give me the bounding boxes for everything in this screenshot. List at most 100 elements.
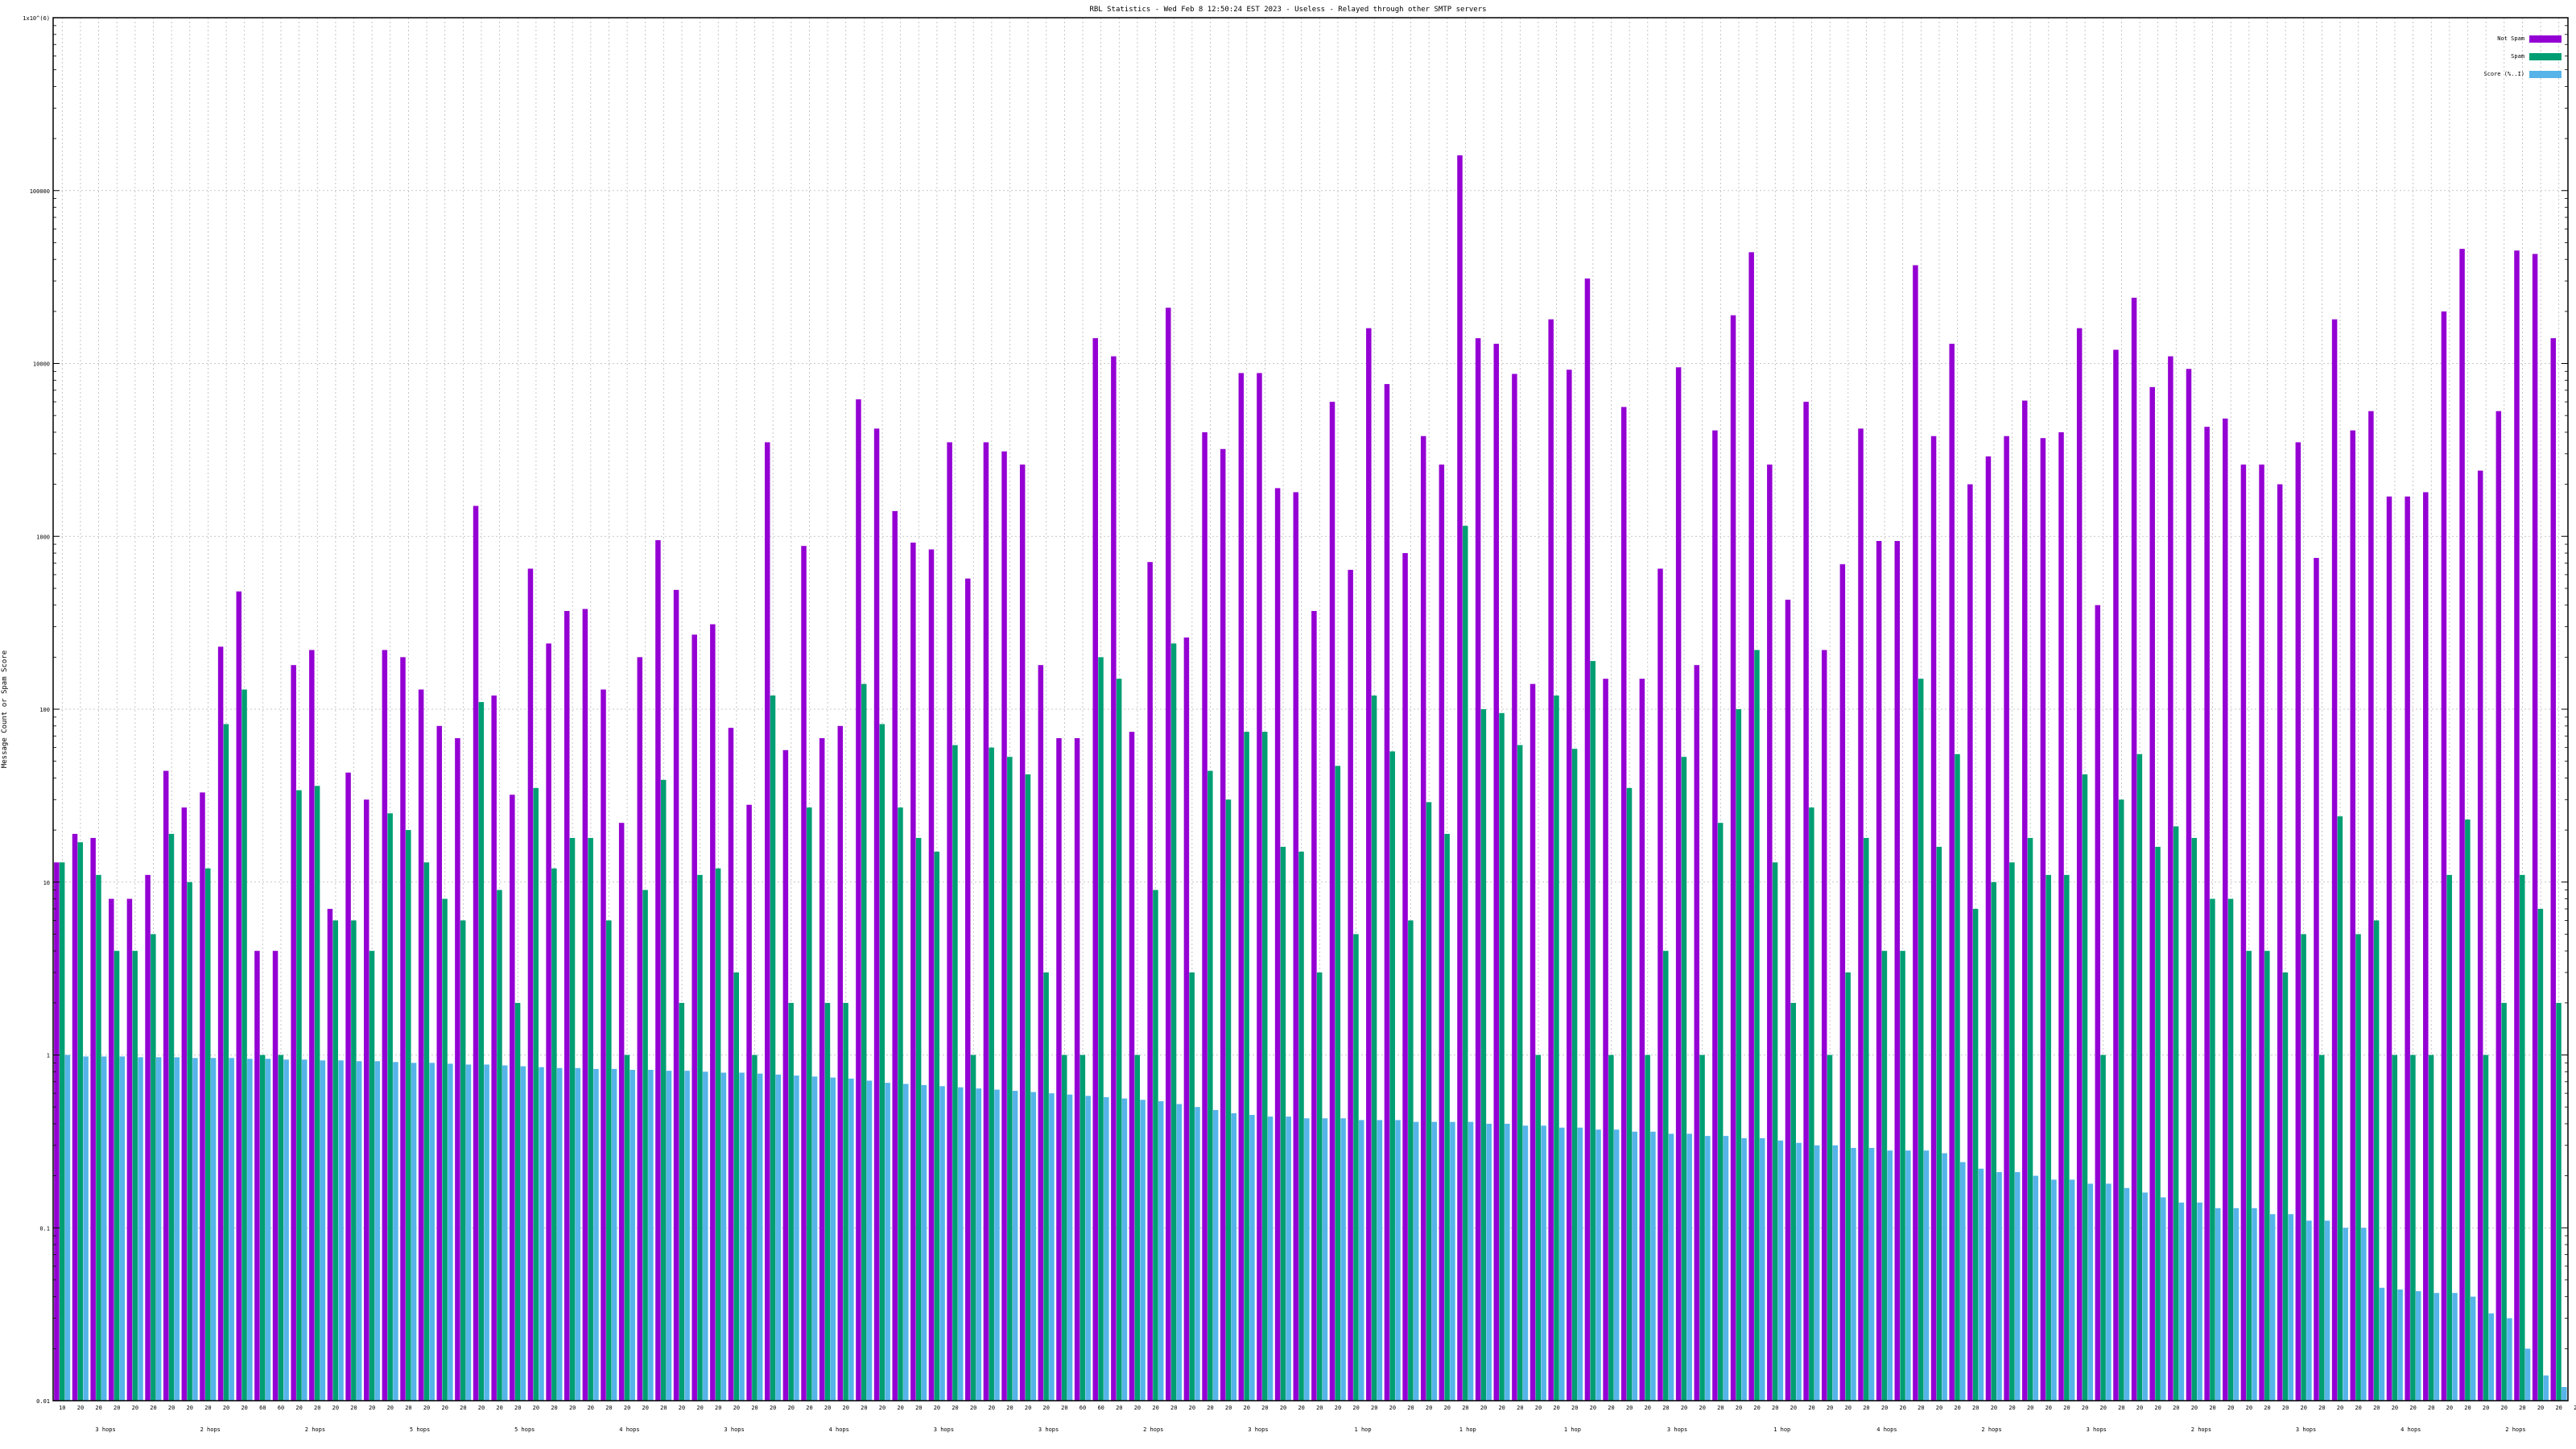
bar-score xyxy=(1887,1150,1893,1401)
bar-not-spam xyxy=(2095,605,2101,1401)
bar-not-spam xyxy=(2131,297,2137,1402)
x-tick-label: 60 xyxy=(1097,1405,1104,1411)
bar-spam xyxy=(2191,837,2198,1401)
bar-spam xyxy=(2173,826,2179,1401)
x-tick-label: 20 xyxy=(1316,1405,1323,1411)
bar-spam xyxy=(1571,749,1578,1401)
bar-score xyxy=(1140,1100,1146,1401)
bar-score xyxy=(1395,1120,1401,1401)
x-tick-label: 20 xyxy=(1061,1405,1067,1411)
bar-spam xyxy=(2264,951,2270,1401)
bar-not-spam xyxy=(2477,470,2483,1401)
bar-spam xyxy=(1353,934,1359,1401)
bar-not-spam xyxy=(382,650,388,1401)
bar-score xyxy=(2306,1220,2312,1401)
bar-spam xyxy=(1918,679,1924,1401)
bar-spam xyxy=(2446,874,2452,1401)
bar-score xyxy=(994,1089,1000,1401)
bar-not-spam xyxy=(272,951,279,1401)
x-tick-label: 20 xyxy=(1972,1405,1979,1411)
x-tick-label: 20 xyxy=(2555,1405,2562,1411)
bar-not-spam xyxy=(1530,683,1536,1401)
x-tick-label: 20 xyxy=(1681,1405,1687,1411)
bar-not-spam xyxy=(1129,732,1135,1401)
bar-not-spam xyxy=(1439,464,1445,1401)
bar-score xyxy=(1522,1125,1529,1401)
bar-not-spam xyxy=(1183,637,1190,1401)
bar-not-spam xyxy=(728,728,734,1401)
x-tick-label: 20 xyxy=(95,1405,101,1411)
bar-spam xyxy=(442,898,448,1401)
legend-label: Not Spam xyxy=(2497,35,2524,42)
bar-not-spam xyxy=(400,657,406,1401)
bar-not-spam xyxy=(1202,431,1208,1401)
bar-not-spam xyxy=(1366,328,1372,1401)
bar-spam xyxy=(624,1055,630,1401)
bar-spam xyxy=(1790,1002,1796,1401)
bar-not-spam xyxy=(1712,430,1718,1401)
bar-not-spam xyxy=(837,725,844,1401)
bar-spam xyxy=(2537,909,2544,1401)
x-tick-label: 20 xyxy=(1335,1405,1341,1411)
x-group-label: 1 hop xyxy=(1564,1426,1581,1433)
bar-score xyxy=(1741,1137,1747,1401)
bar-score xyxy=(830,1077,836,1401)
bar-not-spam xyxy=(746,804,752,1401)
x-tick-label: 20 xyxy=(952,1405,958,1411)
bar-not-spam xyxy=(2204,427,2210,1401)
bar-not-spam xyxy=(1420,436,1426,1401)
bar-spam xyxy=(989,747,994,1401)
bar-spam xyxy=(2337,816,2343,1401)
bar-not-spam xyxy=(1548,319,1554,1402)
bar-spam xyxy=(1900,951,1905,1401)
bar-spam xyxy=(2136,753,2143,1401)
bar-score xyxy=(2252,1208,2257,1401)
x-tick-label: 20 xyxy=(1626,1405,1633,1411)
bar-score xyxy=(1176,1104,1183,1401)
bar-score xyxy=(648,1070,654,1401)
x-group-label: 2 hops xyxy=(2191,1426,2211,1433)
bar-spam xyxy=(2556,1002,2562,1401)
x-tick-label: 20 xyxy=(1553,1405,1559,1411)
x-tick-label: 60 xyxy=(1080,1405,1086,1411)
bar-score xyxy=(556,1067,563,1401)
bar-score xyxy=(2051,1179,2057,1401)
bar-not-spam xyxy=(418,689,424,1401)
bar-not-spam xyxy=(2149,386,2155,1401)
bar-score xyxy=(2197,1202,2202,1401)
x-tick-label: 20 xyxy=(2355,1405,2361,1411)
bar-not-spam xyxy=(873,428,880,1401)
bar-spam xyxy=(1590,661,1596,1401)
bar-spam xyxy=(460,920,466,1401)
bar-not-spam xyxy=(1567,369,1572,1401)
bar-not-spam xyxy=(1311,610,1317,1401)
bar-score xyxy=(1012,1091,1018,1401)
bar-spam xyxy=(1426,802,1432,1401)
bar-spam xyxy=(1972,909,1979,1401)
x-tick-label: 20 xyxy=(1772,1405,1778,1411)
x-tick-label: 20 xyxy=(2264,1405,2270,1411)
bar-spam xyxy=(1717,823,1724,1401)
bar-score xyxy=(1231,1113,1237,1401)
bar-score xyxy=(265,1059,271,1401)
x-tick-label: 20 xyxy=(423,1405,430,1411)
x-tick-label: 20 xyxy=(350,1405,357,1411)
x-tick-label: 20 xyxy=(679,1405,685,1411)
x-tick-label: 20 xyxy=(332,1405,339,1411)
x-tick-label: 20 xyxy=(2373,1405,2380,1411)
bar-score xyxy=(1777,1140,1784,1401)
x-tick-label: 20 xyxy=(2519,1405,2525,1411)
bar-spam xyxy=(679,1002,685,1401)
bar-not-spam xyxy=(1821,650,1827,1401)
y-tick-label: 100000 xyxy=(30,188,50,195)
bar-not-spam xyxy=(1512,374,1517,1401)
bar-spam xyxy=(1554,695,1559,1401)
bar-not-spam xyxy=(1803,402,1809,1401)
bar-score xyxy=(1868,1147,1875,1401)
bar-not-spam xyxy=(2040,438,2046,1401)
x-tick-label: 20 xyxy=(1261,1405,1268,1411)
bar-not-spam xyxy=(1220,448,1226,1401)
x-tick-label: 20 xyxy=(241,1405,247,1411)
bar-spam xyxy=(423,862,430,1401)
x-tick-label: 20 xyxy=(2227,1405,2234,1411)
